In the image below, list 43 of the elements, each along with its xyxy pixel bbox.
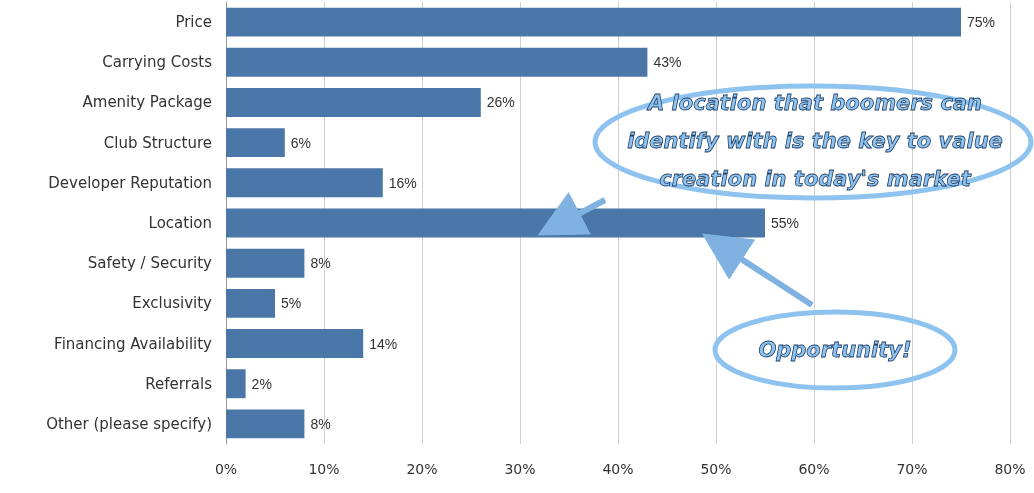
bar [226,288,275,318]
bar [226,248,305,278]
y-tick-label: Safety / Security [87,254,213,273]
bar [226,87,481,117]
annotation: Opportunity! [757,337,913,364]
y-tick-label: Price [175,13,212,32]
y-tick-label: Referrals [145,374,213,393]
x-tick-label: 50% [700,461,732,477]
y-tick-label: Exclusivity [132,294,213,313]
y-tick-label: Other (please specify) [46,414,212,433]
x-tick-label: 30% [504,461,536,477]
data-label: 2% [251,375,272,392]
data-label: 14% [369,335,398,352]
data-label: 6% [290,134,312,151]
data-label: 26% [486,94,515,111]
annotation: A location that boomers can identify with is the key to value creation in today's market [626,90,1004,193]
y-tick-label: Club Structure [103,133,212,152]
y-tick-label: Location [148,214,212,232]
x-tick-label: 20% [406,461,438,477]
bar [226,369,246,399]
bar [226,7,961,37]
bar [226,168,383,198]
data-label: 16% [388,174,417,191]
y-tick-label: Amenity Package [82,93,212,112]
y-tick-label: Carrying Costs [102,53,213,72]
y-tick-label: Developer Reputation [48,173,212,192]
x-tick-label: 10% [308,461,340,477]
y-tick-label: Financing Availability [54,334,213,353]
x-tick-label: 80% [994,461,1026,477]
data-label: 5% [281,295,302,312]
x-tick-label: 40% [602,461,634,477]
data-label: 75% [967,14,996,31]
bar [226,128,285,158]
bar [226,47,648,77]
data-label: 43% [653,54,682,71]
data-label: 8% [310,415,331,432]
x-tick-label: 60% [798,461,830,477]
data-label: 55% [771,215,800,231]
x-tick-label: 70% [896,461,928,477]
x-tick-label: 0% [214,461,238,477]
bar [226,329,364,359]
bar [226,409,305,439]
data-label: 8% [310,255,331,272]
